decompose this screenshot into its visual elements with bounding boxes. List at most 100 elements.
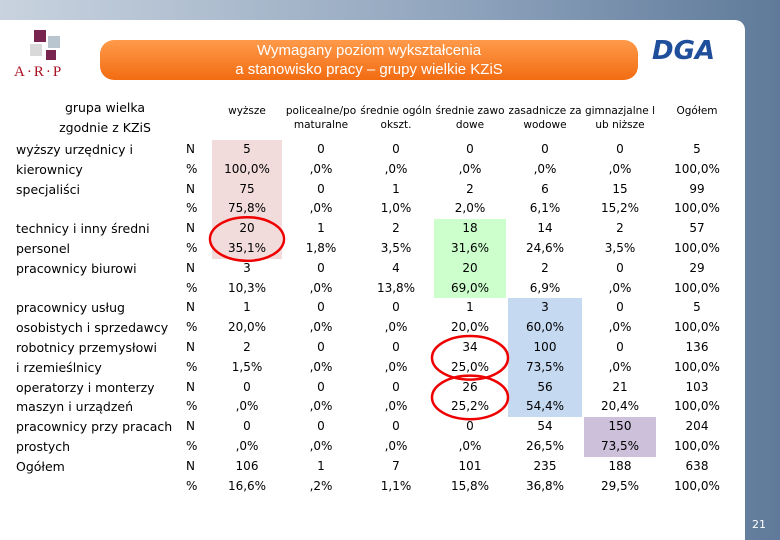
row-label: pracownicy przy pracach [16,419,173,435]
table-cell: 75,8% [212,199,282,220]
table-cell: 6,9% [529,280,561,295]
table-cell: 3,5% [380,241,412,255]
table-cell: 15,8% [450,478,490,493]
table-cell: ,0% [309,161,333,176]
table-cell: 29 [689,260,705,275]
table-cell: 5 [693,300,701,315]
table-cell: 100,0% [212,159,282,180]
row-label: pracownicy biurowi [16,260,137,276]
table-cell: 73,5% [508,357,582,378]
table-cell: 3 [508,298,582,319]
table-cell: 2,0% [454,201,486,216]
table-cell: 100,0% [674,439,720,453]
table-cell: 6,1% [529,201,561,216]
row-label: i rzemieślnicy [16,359,102,375]
table-cell: 100,0% [674,359,720,374]
table-cell: ,0% [309,359,333,374]
table-cell: 26,5% [525,439,565,453]
measure-label: N [186,419,195,434]
table-cell: ,0% [608,320,632,335]
table-cell: 54 [537,419,553,434]
measure-label: N [186,340,195,354]
table-cell: 3,5% [604,241,636,255]
row-label: pracownicy usług [16,300,125,316]
table-cell: 7 [392,458,400,473]
logo-left: A·R·P [14,64,64,80]
table-cell: ,2% [309,478,333,493]
table-cell: ,0% [384,399,408,414]
table-cell: 56 [508,377,582,398]
table-cell: ,0% [309,399,333,414]
table-cell: ,0% [384,161,408,176]
table-cell: 2 [392,221,400,236]
table-cell: 4 [392,260,400,275]
measure-label: % [186,439,198,453]
table-cell: 6 [541,181,549,196]
measure-label: % [186,280,198,295]
table-cell: 18 [434,219,506,239]
table-cell: ,0% [608,161,632,176]
table-cell: 34 [462,340,478,354]
table-cell: 20,0% [227,320,267,335]
table-cell: 0 [392,300,400,315]
table-cell: 1,1% [380,478,412,493]
table-cell: 21 [612,379,628,394]
table-cell: 75 [212,179,282,200]
table-cell: 0 [392,379,400,394]
table-cell: 3 [243,260,251,275]
table-cell: 638 [685,458,709,473]
table-cell: 0 [392,142,400,156]
table-cell: 100,0% [674,320,720,335]
table-cell: 25,0% [450,359,490,374]
table-cell: 31,6% [434,239,506,259]
table-cell: 20,0% [450,320,490,335]
table-cell: ,0% [309,320,333,335]
measure-label: % [186,359,198,374]
table-cell: 15,2% [600,201,640,216]
row-label: maszyn i urządzeń [16,399,134,415]
row-label: wyższy urzędnicy i [16,142,133,157]
measure-label: % [186,241,198,255]
corner-label: grupa wielka [64,100,146,115]
column-header: gimnazjalne lub niższe [584,105,656,131]
table-cell: 100,0% [674,280,720,295]
table-cell: 5 [693,142,701,156]
table-cell: 54,4% [508,397,582,418]
table-cell: 101 [458,458,482,473]
table-cell: 14 [537,221,553,236]
measure-label: N [186,142,195,156]
row-label: specjaliści [16,181,80,197]
table-cell: 99 [689,181,705,196]
table-cell: 235 [533,458,557,473]
table-cell: 0 [317,142,325,156]
row-label: osobistych i sprzedawcy [16,320,169,336]
table-cell: 0 [541,142,549,156]
table-cell: 0 [392,419,400,434]
table-cell: 1 [392,181,400,196]
page-number: 21 [752,518,766,531]
table-cell: ,0% [608,280,632,295]
table-cell: 188 [608,458,632,473]
row-label: Ogółem [16,458,65,474]
row-label: personel [16,241,71,256]
table-cell: 1 [317,458,325,473]
table-cell: 29,5% [600,478,640,493]
table-cell: 20 [434,258,506,279]
table-cell: 204 [685,419,709,434]
table-cell: 0 [616,300,624,315]
measure-label: N [186,181,195,196]
title-bar: Wymagany poziom wykształcenia a stanowis… [100,40,638,80]
table-cell: 0 [392,340,400,354]
table-cell: 150 [584,417,656,437]
table-cell: ,0% [458,161,482,176]
table-cell: 100,0% [674,201,720,216]
table-cell: ,0% [384,359,408,374]
column-header: Ogółem [676,105,718,117]
table-cell: 1,0% [380,201,412,216]
table-cell: 0 [317,379,325,394]
table-cell: ,0% [384,439,408,453]
table-cell: 100,0% [674,478,720,493]
measure-label: N [186,260,195,275]
title-line: a stanowisko pracy – grupy wielkie KZiS [235,61,503,78]
